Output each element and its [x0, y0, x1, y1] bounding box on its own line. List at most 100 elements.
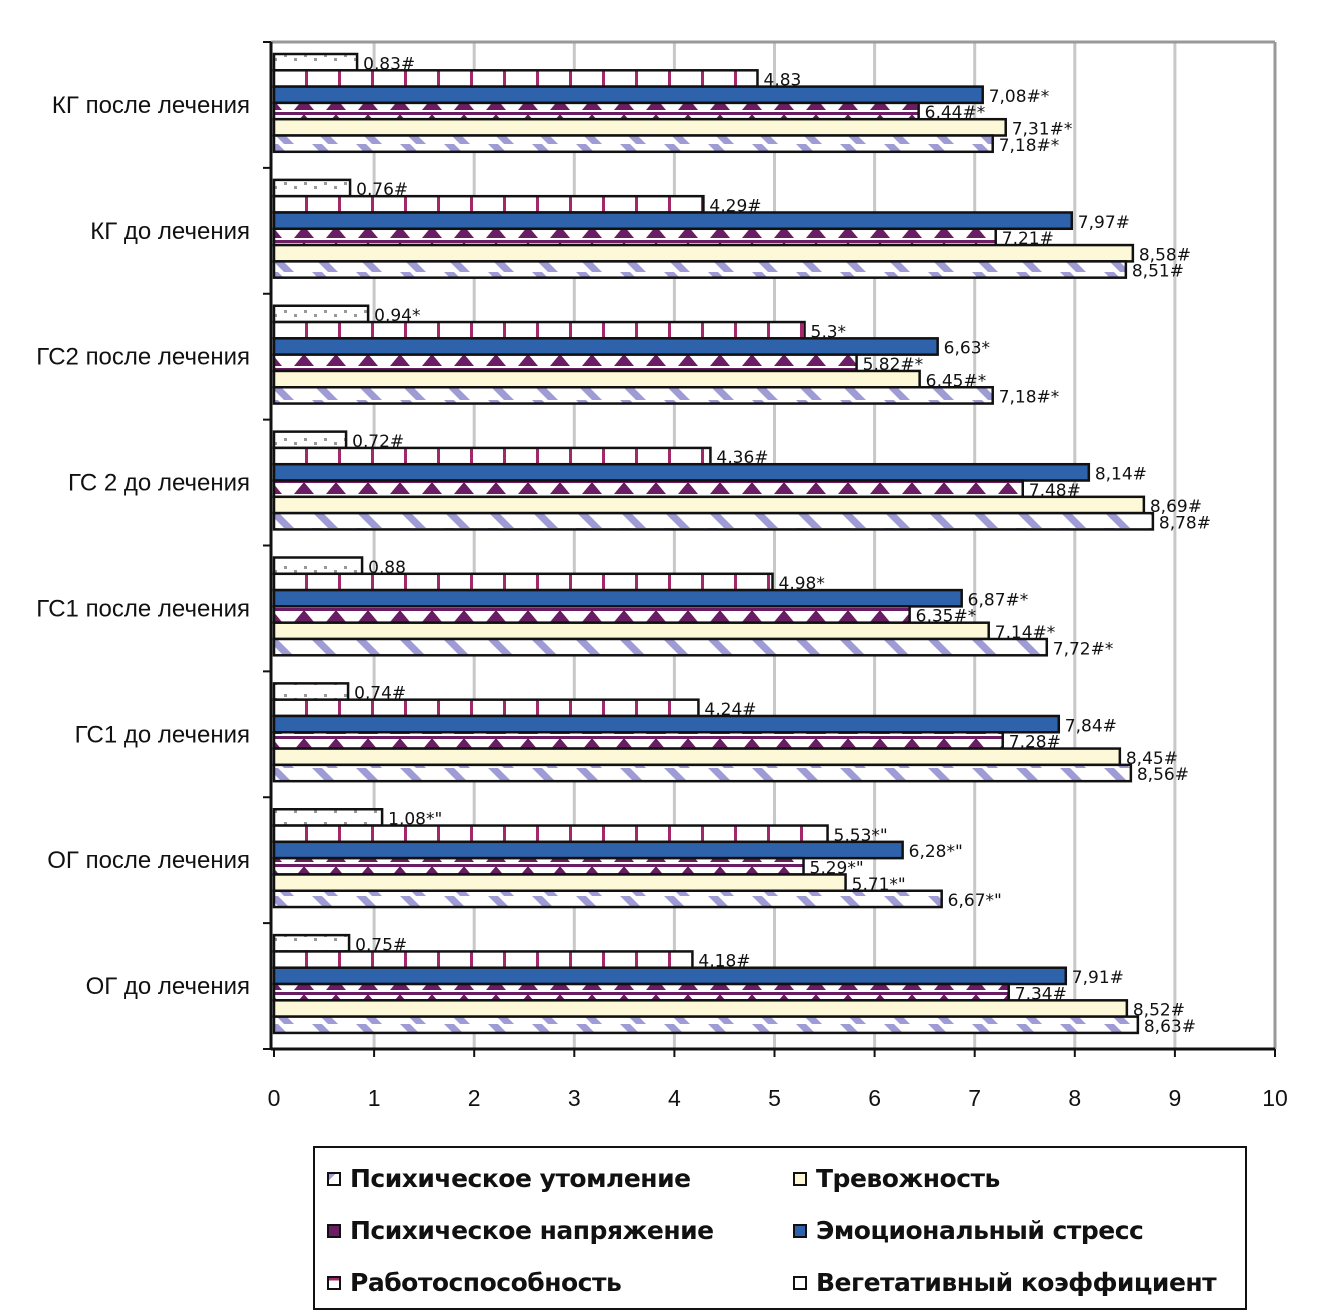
data-label: 4,29#: [709, 196, 761, 216]
data-label: 8,69#: [1150, 497, 1202, 517]
bar: [272, 369, 921, 389]
legend-item: Вегетативный коэффициент: [793, 1268, 1217, 1297]
data-label: 7,14#*: [995, 623, 1056, 643]
data-label: 1,08*": [388, 810, 442, 830]
category-label: ГС1 после лечения: [36, 595, 250, 622]
bar: [272, 495, 1146, 515]
bar: [272, 117, 1007, 137]
data-label: 7,31#*: [1012, 120, 1073, 140]
data-label: 0,94*: [374, 306, 420, 326]
legend-swatch-icon: [327, 1171, 341, 1186]
legend-label: Психическое напряжение: [350, 1216, 714, 1245]
bar: [272, 588, 963, 608]
bar: [272, 966, 1068, 986]
data-label: 6,45#*: [926, 371, 987, 391]
bar: [272, 304, 370, 324]
data-label: 8,78#: [1159, 513, 1211, 533]
bar-chart: 0 1 2 3 4 5 6 7 8 9 10 КГ после лечения КГ до лечени…: [36, 40, 1288, 1111]
data-label: 7,28#: [1009, 733, 1061, 753]
bar: [272, 840, 904, 860]
bar: [272, 353, 858, 373]
legend-swatch-icon: [327, 1275, 341, 1290]
data-label: 8,14#: [1095, 465, 1147, 485]
legend-item: Работоспособность: [327, 1268, 622, 1297]
legend-swatch-icon: [793, 1171, 807, 1186]
bar: [272, 808, 384, 827]
bar: [272, 889, 943, 909]
data-label: 6,28*": [909, 842, 963, 862]
bar: [272, 462, 1091, 482]
bar: [272, 873, 847, 893]
data-label: 0,75#: [355, 935, 407, 955]
data-label: 6,67*": [948, 891, 1002, 911]
data-label: 4,24#: [704, 700, 756, 720]
data-label: 7,18#*: [999, 388, 1060, 408]
category-label: ГС1 до лечения: [75, 721, 250, 748]
bar: [272, 211, 1074, 231]
x-tick-label: 6: [868, 1085, 881, 1111]
category-label: ОГ после лечения: [47, 847, 250, 874]
bar: [272, 430, 348, 450]
bar: [272, 714, 1061, 734]
data-label: 8,45#: [1126, 749, 1178, 769]
legend-swatch-icon: [327, 1223, 341, 1238]
data-label: 0,72#: [352, 432, 404, 452]
axes: 0 1 2 3 4 5 6 7 8 9 10 КГ после лечения КГ до лечени…: [36, 41, 1288, 1111]
x-tick-label: 5: [768, 1085, 781, 1111]
legend-swatch-icon: [793, 1223, 807, 1238]
legend-label: Эмоциональный стресс: [816, 1216, 1144, 1245]
data-label: 8,51#: [1132, 262, 1184, 282]
data-label: 8,58#: [1139, 245, 1191, 265]
legend-label: Работоспособность: [350, 1268, 622, 1297]
data-label: 7,21#: [1002, 229, 1054, 249]
legend-item: Психическое утомление: [327, 1164, 691, 1193]
legend-item: Психическое напряжение: [327, 1216, 714, 1245]
category-label: КГ после лечения: [52, 92, 250, 119]
bar: [272, 260, 1128, 279]
bar: [272, 386, 994, 405]
data-label: 5,82#*: [863, 355, 924, 375]
bar: [272, 747, 1122, 767]
bar: [272, 856, 805, 876]
legend-label: Вегетативный коэффициент: [816, 1268, 1217, 1297]
bar: [272, 556, 364, 576]
bar: [272, 85, 984, 105]
bar: [272, 682, 350, 701]
data-label: 7,91#: [1072, 968, 1124, 988]
x-tick-label: 8: [1068, 1085, 1081, 1111]
bar: [272, 698, 700, 718]
bar: [272, 621, 990, 641]
x-tick-label: 10: [1262, 1085, 1288, 1111]
bar: [272, 950, 694, 969]
bar: [272, 572, 774, 592]
legend-label: Тревожность: [816, 1164, 1000, 1193]
bars: [272, 52, 1155, 1035]
bar: [272, 982, 1010, 1002]
x-tick-label: 3: [568, 1085, 581, 1111]
bar: [272, 52, 359, 72]
data-label: 5,71*": [852, 875, 906, 895]
category-label: ОГ до лечения: [86, 973, 250, 1000]
data-label: 7,97#: [1078, 213, 1130, 233]
legend: Психическое утомление Тревожность Психич…: [313, 1146, 1247, 1310]
data-label: 7,48#: [1029, 481, 1081, 501]
legend-label: Психическое утомление: [350, 1164, 691, 1193]
data-label: 6,44#*: [925, 103, 986, 123]
data-label: 6,87#*: [968, 590, 1029, 610]
data-label: 4,83: [763, 71, 801, 91]
data-label: 0,76#: [356, 180, 408, 200]
bar: [272, 933, 351, 953]
bar: [272, 763, 1133, 783]
bar: [272, 178, 352, 198]
category-label: ГС2 после лечения: [36, 344, 250, 371]
legend-item: Эмоциональный стресс: [793, 1216, 1144, 1245]
bar: [272, 731, 1004, 750]
bar: [272, 320, 806, 340]
x-tick-label: 2: [468, 1085, 481, 1111]
data-label: 7,34#: [1015, 984, 1067, 1004]
data-label: 6,35#*: [916, 607, 977, 627]
bar: [272, 605, 911, 624]
data-label: 0,83#: [363, 54, 415, 74]
data-label: 6,63*: [944, 339, 990, 359]
data-label: 0,74#: [354, 684, 406, 704]
